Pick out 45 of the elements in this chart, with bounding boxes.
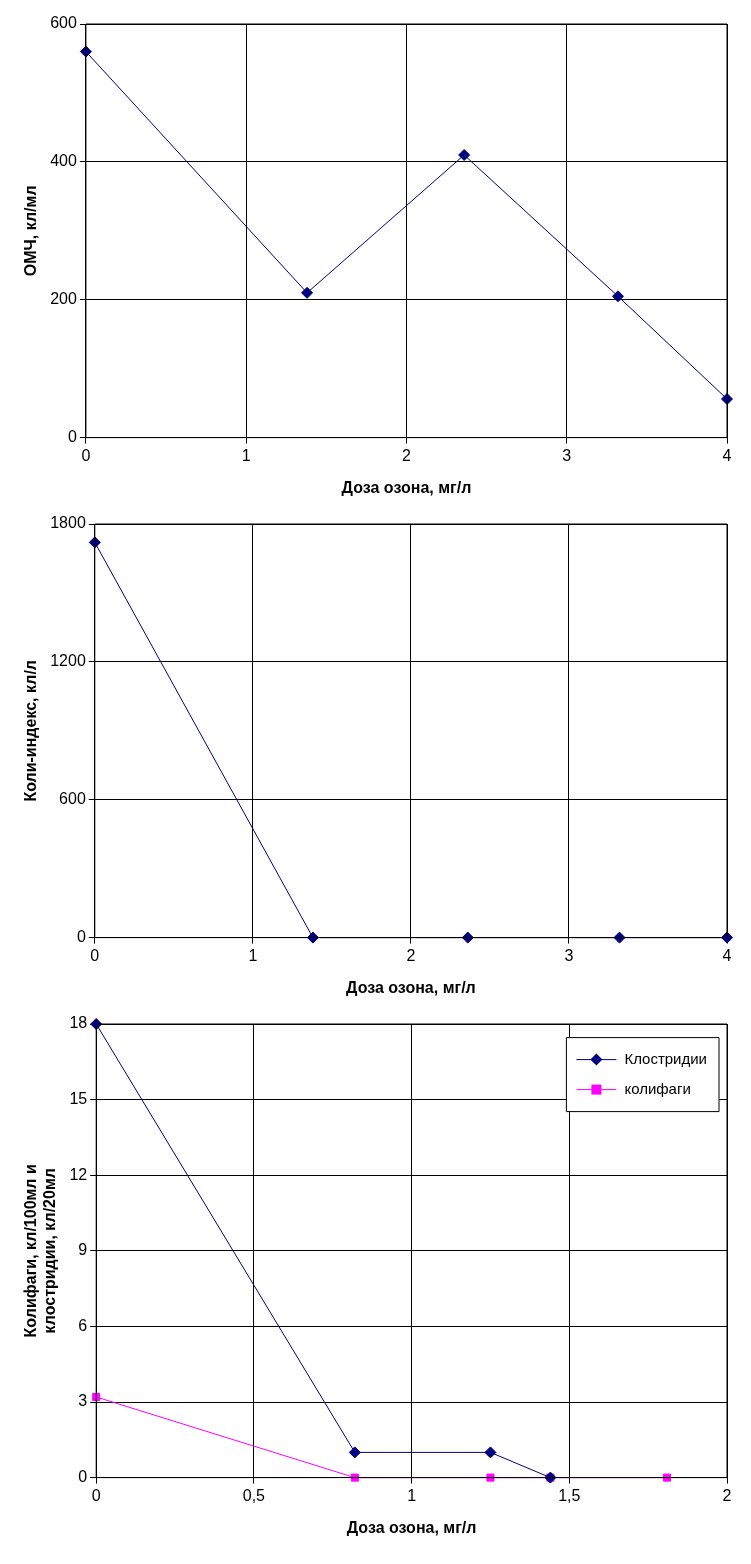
y-axis-title: ОМЧ, кл/мл (22, 185, 40, 277)
x-tick-label: 2 (722, 1486, 732, 1504)
point (348, 1446, 361, 1459)
legend-label: Клостридии (624, 1049, 708, 1067)
y-axis-title: Коли-индекс, кл/л (22, 660, 40, 802)
x-axis-title: Доза озона, мг/л (346, 1518, 477, 1536)
x-axis-title: Доза озона, мг/л (341, 478, 472, 496)
point (486, 1473, 495, 1482)
x-tick-label: 2 (406, 946, 416, 964)
y-tick-label: 0 (76, 928, 86, 946)
point (612, 290, 625, 303)
y-tick-label: 1800 (50, 514, 86, 532)
y-tick-label: 0 (78, 1468, 88, 1486)
y-tick-label: 15 (69, 1090, 88, 1108)
point (458, 148, 471, 161)
y-tick-label: 0 (67, 428, 77, 446)
y-tick-label: 12 (69, 1165, 88, 1183)
x-tick-label: 3 (562, 446, 572, 464)
x-tick-label: 4 (722, 446, 732, 464)
y-tick-label: 1200 (50, 652, 86, 670)
y-tick-label: 200 (50, 290, 77, 308)
point (350, 1473, 359, 1482)
point (663, 1473, 672, 1482)
x-tick-label: 1,5 (558, 1486, 581, 1504)
x-tick-label: 2 (401, 446, 411, 464)
x-tick-label: 0 (90, 946, 100, 964)
x-tick-label: 0 (91, 1486, 101, 1504)
legend-label: колифаги (624, 1079, 691, 1097)
x-tick-label: 4 (722, 946, 732, 964)
y-tick-label: 9 (78, 1241, 88, 1259)
y-tick-label: 18 (69, 1014, 88, 1032)
x-axis-title: Доза озона, мг/л (346, 978, 476, 996)
point (301, 286, 314, 299)
y-tick-label: 600 (50, 14, 77, 32)
y-tick-label: 6 (78, 1316, 88, 1334)
x-tick-label: 1 (248, 946, 258, 964)
y-tick-label: 400 (50, 152, 77, 170)
x-tick-label: 1 (407, 1486, 417, 1504)
y-tick-label: 3 (78, 1392, 88, 1410)
x-tick-label: 1 (241, 446, 251, 464)
x-tick-label: 3 (564, 946, 574, 964)
x-tick-label: 0,5 (242, 1486, 266, 1504)
y-axis-title: Колифаги, кл/100мл и клостридии, кл/20мл (22, 1164, 59, 1338)
point (484, 1446, 497, 1459)
y-tick-label: 600 (59, 790, 86, 808)
